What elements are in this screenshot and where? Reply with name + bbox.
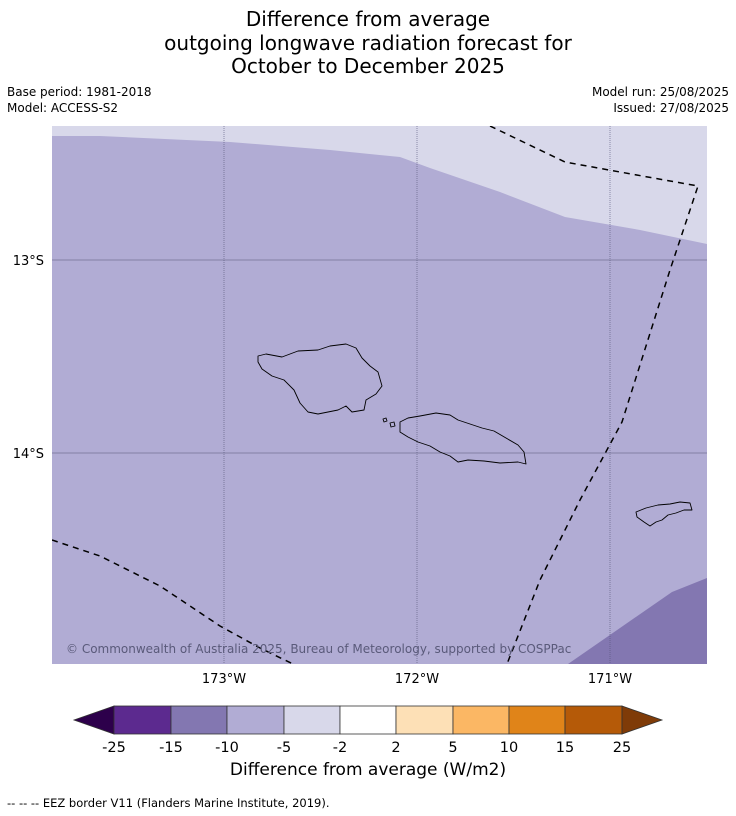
colorbar-bin-minus10-to-minus5: [226, 705, 285, 735]
colorbar-bin-2-to-5: [395, 705, 454, 735]
lat-label-13s: 13°S: [13, 254, 44, 269]
colorbar-tick-minus10: -10: [215, 740, 239, 756]
model-name: Model: ACCESS-S2: [7, 101, 119, 115]
longitude-labels: 173°W 172°W 171°W: [202, 672, 632, 687]
colorbar-label: Difference from average (W/m2): [229, 760, 507, 780]
colorbar-bin-minus15-to-minus10: [170, 705, 228, 735]
anomaly-region-minus10-to-minus15: [568, 578, 707, 664]
colorbar: -25 -15 -10 -5 -2 2 5 10 15 25: [72, 705, 664, 756]
colorbar-extend-high: [621, 705, 664, 735]
meta-right: Model run: 25/08/2025 Issued: 27/08/2025: [592, 84, 729, 116]
colorbar-bin-minus25-to-minus15: [113, 705, 172, 735]
colorbar-tick-minus25: -25: [102, 740, 126, 756]
map-area: © Commonwealth of Australia 2025, Bureau…: [52, 126, 707, 664]
eez-border-east: [489, 126, 699, 664]
colorbar-extend-low: [72, 705, 115, 735]
model-run: Model run: 25/08/2025: [591, 85, 729, 99]
colorbar-bin-10-to-15: [508, 705, 566, 735]
lat-label-14s: 14°S: [13, 447, 44, 462]
colorbar-tick-15: 15: [556, 740, 574, 756]
title-line-1: Difference from average: [245, 7, 491, 31]
colorbar-tick-minus2: -2: [333, 740, 347, 756]
colorbar-bin-minus5-to-minus2: [283, 705, 341, 735]
savaii-island-outline: [257, 343, 383, 415]
colorbar-tick-5: 5: [448, 740, 457, 756]
colorbar-tick-2: 2: [391, 740, 400, 756]
issued-date: Issued: 27/08/2025: [613, 101, 729, 115]
anomaly-region-minus2-to-minus5: [52, 126, 707, 244]
base-period: Base period: 1981-2018: [7, 85, 152, 99]
chart-title: Difference from average outgoing longwav…: [0, 7, 736, 79]
meta-left: Base period: 1981-2018 Model: ACCESS-S2: [7, 84, 152, 116]
coastlines: [257, 343, 693, 527]
colorbar-bin-15-to-25: [564, 705, 623, 735]
colorbar-tick-minus5: -5: [277, 740, 291, 756]
eez-border: [52, 126, 699, 664]
apolima-islet-outline: [389, 421, 396, 428]
upolu-island-outline: [399, 412, 527, 465]
lon-label-173w: 173°W: [202, 672, 246, 687]
colorbar-tick-25: 25: [613, 740, 631, 756]
latitude-labels: 13°S 14°S: [13, 254, 44, 462]
lon-label-171w: 171°W: [588, 672, 632, 687]
colorbar-tick-minus15: -15: [159, 740, 183, 756]
tutuila-island-outline: [635, 501, 693, 527]
colorbar-bin-minus2-to-2: [339, 705, 397, 735]
gridlines: [52, 126, 707, 664]
colorbar-bin-5-to-10: [452, 705, 510, 735]
eez-legend-note: -- -- -- EEZ border V11 (Flanders Marine…: [7, 796, 330, 810]
colorbar-tick-10: 10: [500, 740, 518, 756]
title-line-2: outgoing longwave radiation forecast for: [164, 30, 572, 55]
lon-label-172w: 172°W: [395, 672, 439, 687]
manono-islet-outline: [382, 417, 388, 423]
copyright-text: © Commonwealth of Australia 2025, Bureau…: [66, 642, 571, 656]
title-line-3: October to December 2025: [231, 54, 505, 78]
